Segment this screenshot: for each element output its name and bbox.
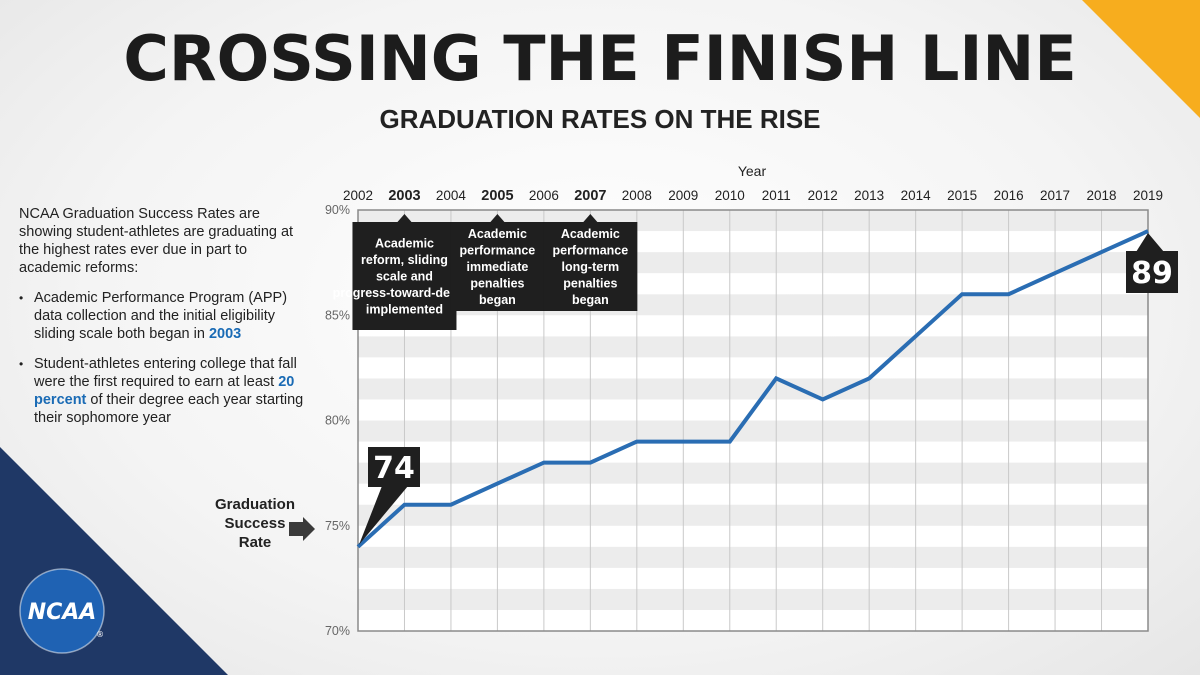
- annotation-text: implemented: [366, 302, 443, 316]
- bullet-text-end: of their degree each year starting their…: [34, 392, 304, 426]
- x-tick-label: 2007: [574, 188, 606, 204]
- x-tick-label: 2011: [762, 188, 791, 203]
- y-tick-label: 85%: [325, 308, 350, 322]
- x-tick-label: 2013: [854, 188, 884, 203]
- grid-band: [358, 420, 1148, 442]
- y-tick-label: 75%: [325, 519, 350, 533]
- grid-band: [358, 441, 1148, 463]
- y-tick-label: 80%: [325, 414, 350, 428]
- annotation-box: [352, 222, 457, 330]
- annotation-text: scale and: [376, 269, 433, 283]
- x-tick-label: 2010: [715, 188, 745, 203]
- intro-bullet: Academic Performance Program (APP) data …: [19, 289, 311, 343]
- grid-band: [358, 462, 1148, 484]
- x-tick-label: 2015: [947, 188, 977, 203]
- intro-text: NCAA Graduation Success Rates are showin…: [19, 205, 311, 439]
- ncaa-logo: NCAA ®: [19, 568, 105, 654]
- grid-band: [358, 588, 1148, 610]
- corner-accent-top-right: [1082, 0, 1200, 118]
- annotation-pointer: [490, 214, 505, 222]
- bullet-highlight: 20 percent: [34, 374, 295, 408]
- x-axis-title: Year: [738, 163, 767, 179]
- bullet-highlight: 2003: [208, 326, 242, 342]
- annotation-text: penalties: [563, 276, 617, 290]
- x-tick-label: 2002: [343, 188, 373, 203]
- intro-bullets: Academic Performance Program (APP) data …: [19, 289, 311, 427]
- grid-band: [358, 378, 1148, 400]
- grid-band: [358, 357, 1148, 379]
- x-tick-label: 2006: [529, 188, 559, 203]
- value-callout-end: 89: [1131, 256, 1173, 291]
- value-callout-pointer: [1136, 233, 1164, 252]
- annotation-text: began: [572, 293, 609, 307]
- x-tick-label: 2017: [1040, 188, 1070, 203]
- grid-band: [358, 315, 1148, 337]
- y-tick-label: 90%: [325, 203, 350, 217]
- annotation-text: long-term: [562, 260, 620, 274]
- arrow-right-icon: [289, 517, 315, 541]
- bullet-text: Student-athletes entering college that f…: [34, 356, 297, 390]
- annotation-box: [450, 222, 545, 311]
- x-tick-label: 2003: [388, 188, 420, 204]
- annotation-text: performance: [460, 243, 536, 257]
- x-tick-label: 2016: [994, 188, 1024, 203]
- bullet-text: Academic Performance Program (APP) data …: [34, 290, 288, 342]
- x-tick-label: 2014: [901, 188, 932, 203]
- annotation-text: Academic: [375, 236, 434, 250]
- annotation-text: immediate: [466, 260, 528, 274]
- annotation-text: began: [479, 293, 516, 307]
- annotation-text: Academic: [561, 227, 620, 241]
- series-line: [356, 229, 1149, 549]
- value-callout-pointer: [359, 486, 408, 545]
- grid-band: [358, 504, 1148, 526]
- value-callout-start: 74: [373, 451, 415, 486]
- y-tick-label: 70%: [325, 624, 350, 638]
- x-tick-label: 2008: [622, 188, 652, 203]
- annotation-pointer: [583, 214, 598, 222]
- annotation-text: performance: [552, 243, 628, 257]
- grid-band: [358, 609, 1148, 631]
- page-subtitle: GRADUATION RATES ON THE RISE: [379, 104, 821, 134]
- annotation-pointer: [397, 214, 412, 222]
- x-tick-label: 2018: [1087, 188, 1117, 203]
- annotation-box: [543, 222, 638, 311]
- annotation-text: reform, sliding: [361, 253, 448, 267]
- grid-band: [358, 483, 1148, 505]
- graduation-success-rate-label: Graduation Success Rate: [214, 496, 295, 551]
- plot-frame: [357, 209, 1149, 632]
- intro-paragraph: NCAA Graduation Success Rates are showin…: [19, 206, 294, 276]
- value-callout-box: [368, 447, 420, 487]
- x-tick-label: 2012: [808, 188, 838, 203]
- ncaa-logo-text: NCAA: [28, 600, 97, 625]
- ncaa-registered-mark: ®: [96, 630, 104, 639]
- grid-band: [358, 546, 1148, 568]
- grid-band: [358, 336, 1148, 358]
- x-tick-label: 2009: [668, 188, 698, 203]
- annotation-text: progress-toward-degree: [333, 286, 477, 300]
- annotation-text: Academic: [468, 227, 527, 241]
- annotation-text: penalties: [470, 276, 524, 290]
- grid-band: [358, 525, 1148, 547]
- intro-bullet: Student-athletes entering college that f…: [19, 355, 311, 427]
- x-tick-label: 2004: [436, 188, 467, 203]
- page-title: CROSSING THE FINISH LINE: [123, 22, 1077, 95]
- x-tick-label: 2019: [1133, 188, 1163, 203]
- value-callout-box: [1126, 251, 1178, 293]
- grid-band: [358, 567, 1148, 589]
- x-tick-label: 2005: [481, 188, 513, 204]
